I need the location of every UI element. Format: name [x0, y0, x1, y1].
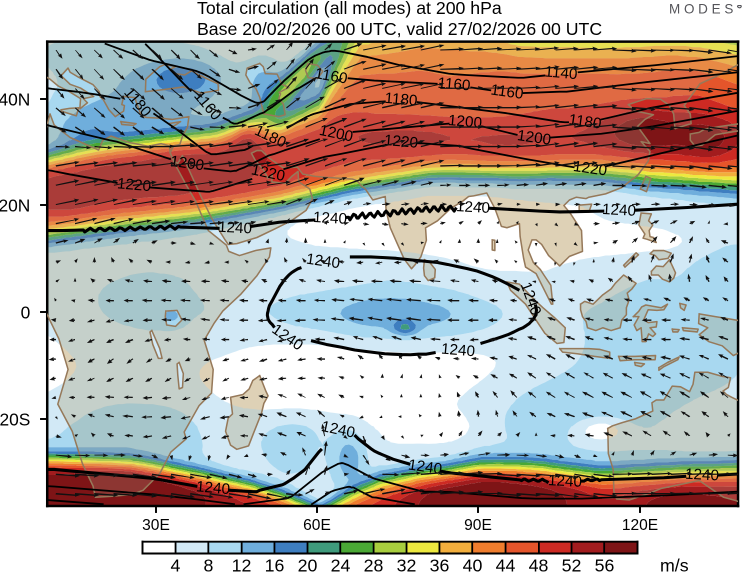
svg-text:1240: 1240 [602, 201, 637, 220]
svg-text:1200: 1200 [516, 127, 552, 149]
svg-text:20N: 20N [0, 195, 30, 215]
svg-text:24: 24 [331, 556, 351, 574]
svg-text:m/s: m/s [660, 556, 689, 574]
svg-text:0: 0 [21, 302, 31, 322]
svg-text:12: 12 [232, 556, 252, 574]
svg-text:1240: 1240 [320, 418, 357, 442]
svg-text:36: 36 [430, 556, 450, 574]
svg-text:1220: 1220 [572, 158, 608, 180]
svg-text:M O D E S: M O D E S [669, 1, 733, 16]
svg-text:52: 52 [562, 556, 582, 574]
svg-text:8: 8 [204, 556, 214, 574]
svg-text:40: 40 [463, 556, 483, 574]
svg-text:Total circulation (all modes): Total circulation (all modes) at 200 hPa [197, 0, 502, 18]
svg-text:1240: 1240 [218, 219, 253, 238]
svg-text:20S: 20S [0, 409, 30, 429]
svg-text:1240: 1240 [685, 466, 720, 485]
svg-text:30E: 30E [142, 517, 170, 534]
svg-text:28: 28 [364, 556, 384, 574]
svg-text:1140: 1140 [544, 63, 578, 83]
svg-text:48: 48 [529, 556, 549, 574]
svg-text:Base 20/02/2026 00 UTC, valid: Base 20/02/2026 00 UTC, valid 27/02/2026… [197, 19, 602, 39]
svg-text:60E: 60E [303, 517, 331, 534]
svg-text:1240: 1240 [195, 478, 230, 498]
svg-text:1240: 1240 [313, 209, 348, 228]
svg-text:120E: 120E [622, 517, 658, 534]
svg-text:1220: 1220 [250, 161, 287, 185]
svg-text:16: 16 [265, 556, 285, 574]
svg-text:90E: 90E [464, 517, 492, 534]
svg-text:20: 20 [298, 556, 318, 574]
svg-text:40N: 40N [0, 89, 30, 109]
svg-text:1160: 1160 [313, 65, 348, 87]
svg-text:4: 4 [171, 556, 181, 574]
svg-text:32: 32 [397, 556, 417, 574]
svg-text:1240: 1240 [456, 198, 491, 217]
svg-text:1220: 1220 [383, 132, 418, 152]
svg-text:44: 44 [496, 556, 516, 574]
svg-text:1200: 1200 [447, 112, 482, 132]
svg-text:1240: 1240 [440, 341, 475, 361]
svg-text:1160: 1160 [437, 75, 471, 95]
svg-text:56: 56 [595, 556, 615, 574]
